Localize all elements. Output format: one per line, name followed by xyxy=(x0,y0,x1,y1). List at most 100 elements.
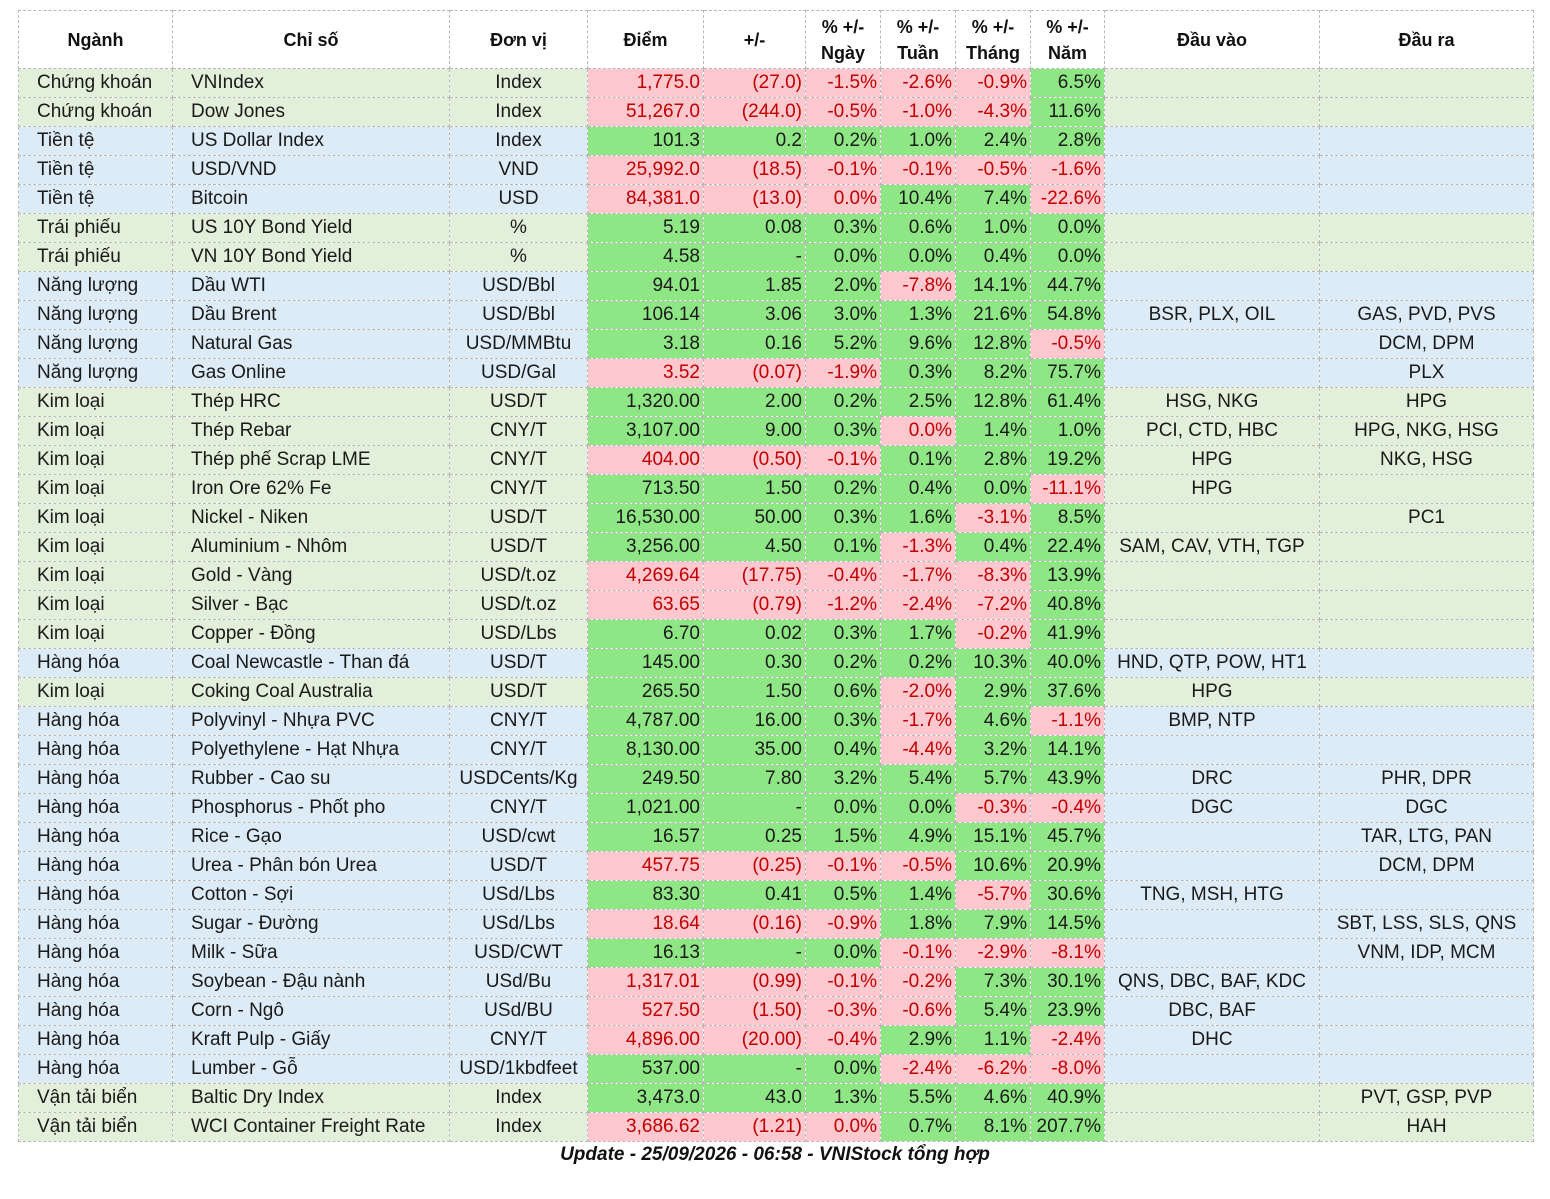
cell: -0.2% xyxy=(955,619,1031,649)
header-line: Ngày xyxy=(820,42,865,63)
cell: 5.4% xyxy=(955,996,1031,1026)
cell: BMP, NTP xyxy=(1104,706,1320,736)
cell: Soybean - Đậu nành xyxy=(172,967,450,997)
cell: 4.50 xyxy=(703,532,806,562)
cell: - xyxy=(703,1054,806,1084)
cell xyxy=(1319,880,1534,910)
cell: -1.6% xyxy=(1030,155,1105,185)
data-row: Chứng khoán Dow Jones Index 51,267.0 (244.0)… xyxy=(18,97,1534,127)
header-line: Đầu vào xyxy=(1176,29,1248,50)
cell: (27.0) xyxy=(703,68,806,98)
cell: 0.6% xyxy=(805,677,881,707)
header-line: Chỉ số xyxy=(283,29,339,50)
cell: -0.1% xyxy=(805,445,881,475)
cell: WCI Container Freight Rate xyxy=(172,1112,450,1142)
cell: 1.4% xyxy=(880,880,956,910)
cell: 25,992.0 xyxy=(587,155,704,185)
cell: 3,256.00 xyxy=(587,532,704,562)
table-wrap: Ngành Chỉ số Đơn vị Điểm +/- % +/- Ngày % +/- Tu… xyxy=(18,10,1534,1142)
cell: 3,473.0 xyxy=(587,1083,704,1113)
cell: 7.9% xyxy=(955,909,1031,939)
cell: -2.9% xyxy=(955,938,1031,968)
cell: DGC xyxy=(1104,793,1320,823)
cell: (1.21) xyxy=(703,1112,806,1142)
header-line: % +/- xyxy=(1046,16,1089,37)
cell: Kim loại xyxy=(18,590,173,620)
cell: 75.7% xyxy=(1030,358,1105,388)
cell: 0.2 xyxy=(703,126,806,156)
cell: -0.6% xyxy=(880,996,956,1026)
cell: - xyxy=(703,793,806,823)
data-row: Hàng hóa Coal Newcastle - Than đá USD/T 145… xyxy=(18,648,1534,678)
cell: 2.0% xyxy=(805,271,881,301)
cell: -8.0% xyxy=(1030,1054,1105,1084)
cell: 3,686.62 xyxy=(587,1112,704,1142)
cell: 14.1% xyxy=(955,271,1031,301)
cell: 1.0% xyxy=(955,213,1031,243)
cell: -1.2% xyxy=(805,590,881,620)
cell: US 10Y Bond Yield xyxy=(172,213,450,243)
cell: % xyxy=(449,213,588,243)
cell xyxy=(1104,909,1320,939)
cell: (20.00) xyxy=(703,1025,806,1055)
cell: 1.1% xyxy=(955,1025,1031,1055)
cell: HND, QTP, POW, HT1 xyxy=(1104,648,1320,678)
cell: USd/BU xyxy=(449,996,588,1026)
cell: Kim loại xyxy=(18,503,173,533)
cell: 0.3% xyxy=(805,706,881,736)
cell: PLX xyxy=(1319,358,1534,388)
cell: 0.0% xyxy=(805,242,881,272)
cell: Copper - Đồng xyxy=(172,619,450,649)
cell: CNY/T xyxy=(449,1025,588,1055)
cell: 0.0% xyxy=(955,474,1031,504)
cell: USD/Bbl xyxy=(449,271,588,301)
cell: 0.0% xyxy=(1030,213,1105,243)
cell: Kim loại xyxy=(18,474,173,504)
cell: USd/Lbs xyxy=(449,880,588,910)
cell: Chứng khoán xyxy=(18,97,173,127)
header-row: Ngành Chỉ số Đơn vị Điểm +/- % +/- Ngày % +/- Tu… xyxy=(18,10,1534,69)
cell: 44.7% xyxy=(1030,271,1105,301)
cell: -0.2% xyxy=(880,967,956,997)
cell: Kim loại xyxy=(18,619,173,649)
cell: CNY/T xyxy=(449,793,588,823)
cell xyxy=(1319,184,1534,214)
cell: -0.9% xyxy=(805,909,881,939)
cell: -2.4% xyxy=(880,1054,956,1084)
cell: 1.5% xyxy=(805,822,881,852)
cell: Iron Ore 62% Fe xyxy=(172,474,450,504)
cell: 0.0% xyxy=(805,1054,881,1084)
header-line: % +/- xyxy=(821,16,865,37)
cell: -4.4% xyxy=(880,735,956,765)
cell: NKG, HSG xyxy=(1319,445,1534,475)
cell: 7.3% xyxy=(955,967,1031,997)
cell: (17.75) xyxy=(703,561,806,591)
data-row: Hàng hóa Kraft Pulp - Giấy CNY/T 4,896.00 (2… xyxy=(18,1025,1534,1055)
cell: SAM, CAV, VTH, TGP xyxy=(1104,532,1320,562)
cell: HPG, NKG, HSG xyxy=(1319,416,1534,446)
cell: HPG xyxy=(1104,677,1320,707)
cell: Tiền tệ xyxy=(18,126,173,156)
data-row: Tiền tệ Bitcoin USD 84,381.0 (13.0) 0.0% 10.4%… xyxy=(18,184,1534,214)
cell: 249.50 xyxy=(587,764,704,794)
cell xyxy=(1319,967,1534,997)
cell: 9.6% xyxy=(880,329,956,359)
data-row: Hàng hóa Lumber - Gỗ USD/1kbdfeet 537.00-0.… xyxy=(18,1054,1534,1084)
data-row: Kim loại Iron Ore 62% Fe CNY/T 713.50 1.50 0.… xyxy=(18,474,1534,504)
cell xyxy=(1319,996,1534,1026)
cell: -8.1% xyxy=(1030,938,1105,968)
data-row: Hàng hóa Rice - Gạo USD/cwt 16.57 0.25 1.5% 4.… xyxy=(18,822,1534,852)
cell: 11.6% xyxy=(1030,97,1105,127)
cell: 1.85 xyxy=(703,271,806,301)
cell xyxy=(1319,561,1534,591)
cell: 19.2% xyxy=(1030,445,1105,475)
cell: Dầu Brent xyxy=(172,300,450,330)
cell xyxy=(1104,735,1320,765)
cell: USD/Bbl xyxy=(449,300,588,330)
cell: 0.3% xyxy=(805,213,881,243)
cell: 8.1% xyxy=(955,1112,1031,1142)
cell: 10.6% xyxy=(955,851,1031,881)
cell xyxy=(1319,213,1534,243)
cell: 0.41 xyxy=(703,880,806,910)
cell: -2.6% xyxy=(880,68,956,98)
